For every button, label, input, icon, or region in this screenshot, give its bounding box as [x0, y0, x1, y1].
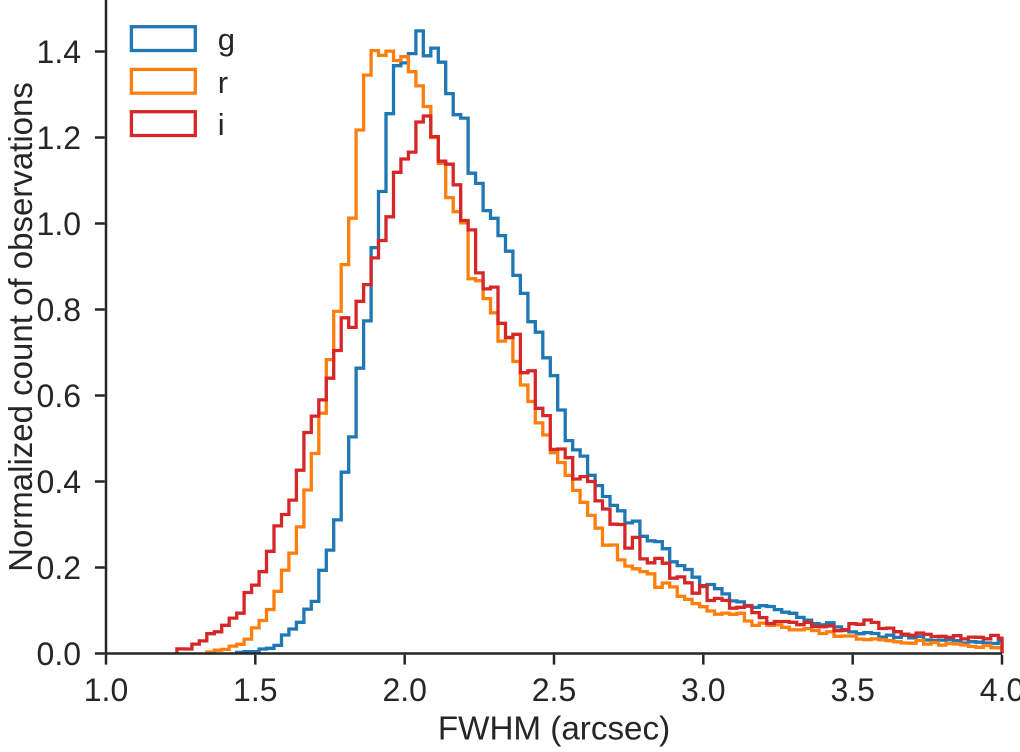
svg-text:r: r — [218, 65, 228, 100]
svg-text:1.5: 1.5 — [233, 672, 277, 708]
svg-text:3.5: 3.5 — [830, 672, 874, 708]
svg-text:2.0: 2.0 — [382, 672, 426, 708]
svg-text:0.0: 0.0 — [37, 636, 81, 672]
svg-text:1.0: 1.0 — [37, 206, 81, 242]
svg-text:1.4: 1.4 — [37, 34, 81, 70]
svg-text:1.2: 1.2 — [37, 120, 81, 156]
svg-text:3.0: 3.0 — [681, 672, 725, 708]
svg-text:0.2: 0.2 — [37, 550, 81, 586]
svg-text:0.6: 0.6 — [37, 378, 81, 414]
svg-text:2.5: 2.5 — [532, 672, 576, 708]
svg-text:4.0: 4.0 — [980, 672, 1020, 708]
svg-text:1.0: 1.0 — [84, 672, 128, 708]
svg-text:0.8: 0.8 — [37, 292, 81, 328]
svg-text:0.4: 0.4 — [37, 464, 81, 500]
svg-text:i: i — [218, 107, 225, 142]
svg-text:g: g — [218, 22, 235, 57]
svg-text:Normalized count of observatio: Normalized count of observations — [2, 82, 39, 572]
svg-text:FWHM (arcsec): FWHM (arcsec) — [438, 711, 670, 748]
